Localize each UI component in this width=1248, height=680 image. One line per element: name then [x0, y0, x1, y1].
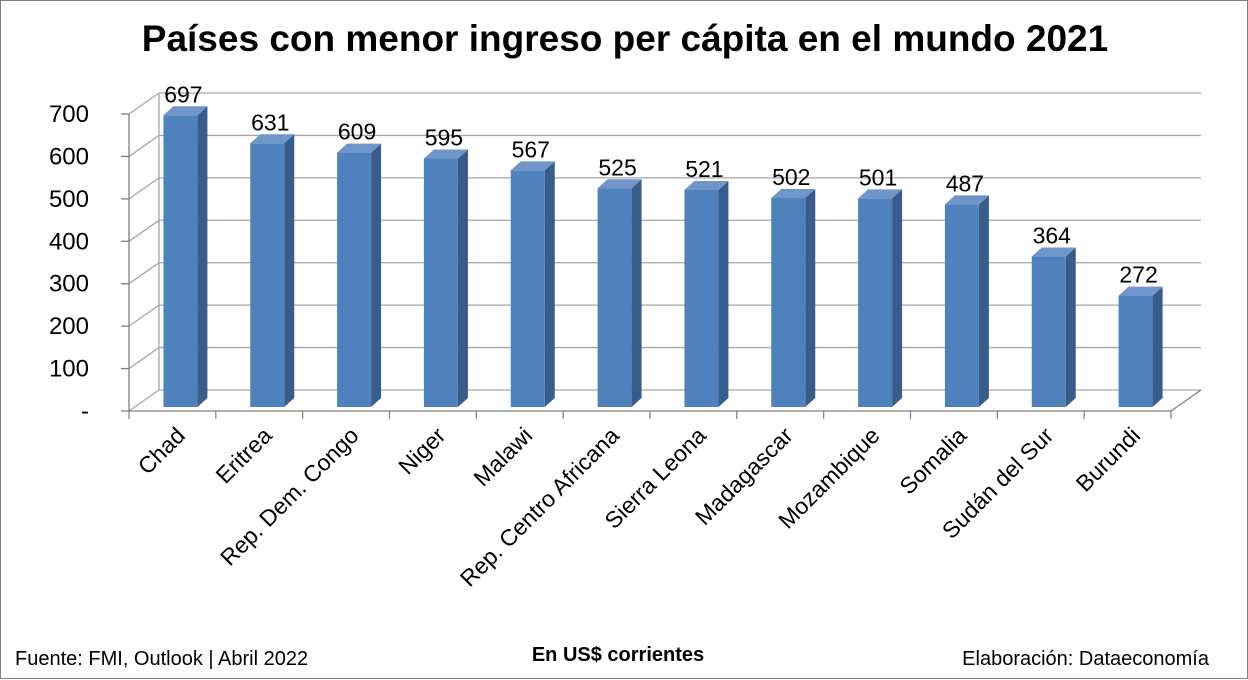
bar-top — [250, 134, 295, 144]
x-category-label: Chad — [133, 422, 190, 479]
bar-top — [597, 179, 642, 189]
x-category-label: Eritrea — [210, 422, 276, 488]
bar-side — [1065, 247, 1076, 407]
bar — [510, 170, 545, 407]
bar-side — [718, 180, 729, 407]
x-category-label: Rep. Centro Africana — [455, 422, 625, 592]
data-label: 525 — [598, 154, 636, 180]
y-tick-label: 700 — [49, 101, 89, 128]
footer-unit: En US$ corrientes — [532, 644, 704, 666]
data-label: 567 — [512, 136, 550, 162]
footer-source: Fuente: FMI, Outlook | Abril 2022 — [15, 648, 308, 670]
bar-top — [771, 189, 816, 199]
bar-top — [858, 189, 903, 199]
y-tick-label: 100 — [49, 356, 89, 383]
data-label: 609 — [338, 119, 376, 145]
bar-side — [631, 179, 642, 407]
bar — [1031, 256, 1066, 407]
gridlines — [128, 92, 1201, 412]
bar — [944, 204, 979, 407]
bar-top — [1031, 247, 1076, 257]
y-tick-label: 500 — [49, 186, 89, 213]
bar — [163, 115, 198, 407]
gridline-depth — [128, 262, 160, 285]
data-label: 501 — [859, 164, 897, 190]
axes — [121, 93, 1202, 419]
gridline-depth — [128, 177, 160, 200]
bar-side — [978, 195, 989, 407]
data-label: 272 — [1119, 262, 1157, 288]
y-tick-label: 200 — [49, 313, 89, 340]
y-tick-label: 400 — [49, 228, 89, 255]
bars — [163, 106, 1163, 408]
data-label: 487 — [946, 170, 984, 196]
data-labels: 697 631 609 595 567 525 521 502 501 487 364 272 — [164, 81, 1158, 287]
gridline-depth — [128, 347, 160, 370]
gridline-depth — [128, 134, 160, 157]
y-tick-labels: - 100 200 300 400 500 600 700 — [49, 101, 89, 425]
bar-side — [805, 189, 816, 407]
y-tick-label: - — [81, 398, 89, 425]
bar — [858, 198, 893, 407]
bar-top — [337, 143, 382, 153]
bar-top — [163, 106, 208, 116]
footer-credit: Elaboración: Dataeconomía — [962, 648, 1210, 670]
y-tick-label: 600 — [49, 143, 89, 170]
bar-top — [1118, 286, 1163, 296]
bar-side — [457, 149, 468, 408]
x-category-label: Niger — [393, 422, 450, 479]
gridline-depth — [128, 304, 160, 327]
y-tick-label: 300 — [49, 271, 89, 298]
bar-side — [371, 143, 382, 408]
gridline-depth — [128, 219, 160, 242]
data-label: 364 — [1033, 223, 1072, 249]
bar-top — [684, 180, 729, 190]
gridline-depth — [128, 389, 160, 412]
x-category-label: Burundi — [1071, 422, 1145, 496]
bar-top — [423, 149, 468, 159]
bar — [250, 143, 285, 408]
bar-top — [510, 161, 555, 171]
bar — [684, 189, 719, 407]
bar-side — [544, 161, 555, 407]
x-category-label: Somalia — [894, 422, 971, 499]
data-label: 697 — [164, 81, 202, 107]
chart-title: Países con menor ingreso per cápita en e… — [142, 18, 1108, 59]
bar-side — [1152, 286, 1163, 407]
data-label: 521 — [685, 156, 723, 182]
bar — [597, 188, 632, 407]
bar — [423, 158, 458, 407]
x-category-label: Malawi — [468, 422, 537, 491]
data-label: 502 — [772, 164, 810, 190]
floor-right-edge — [1170, 389, 1202, 412]
bar — [1118, 295, 1153, 407]
data-label: 595 — [425, 125, 463, 151]
bar-side — [197, 106, 208, 407]
bar-side — [892, 189, 903, 407]
bar-top — [944, 195, 989, 205]
bar-side — [284, 134, 295, 408]
data-label: 631 — [251, 109, 289, 135]
bar — [337, 152, 372, 407]
gridline-depth — [128, 92, 160, 115]
bar — [771, 198, 806, 407]
